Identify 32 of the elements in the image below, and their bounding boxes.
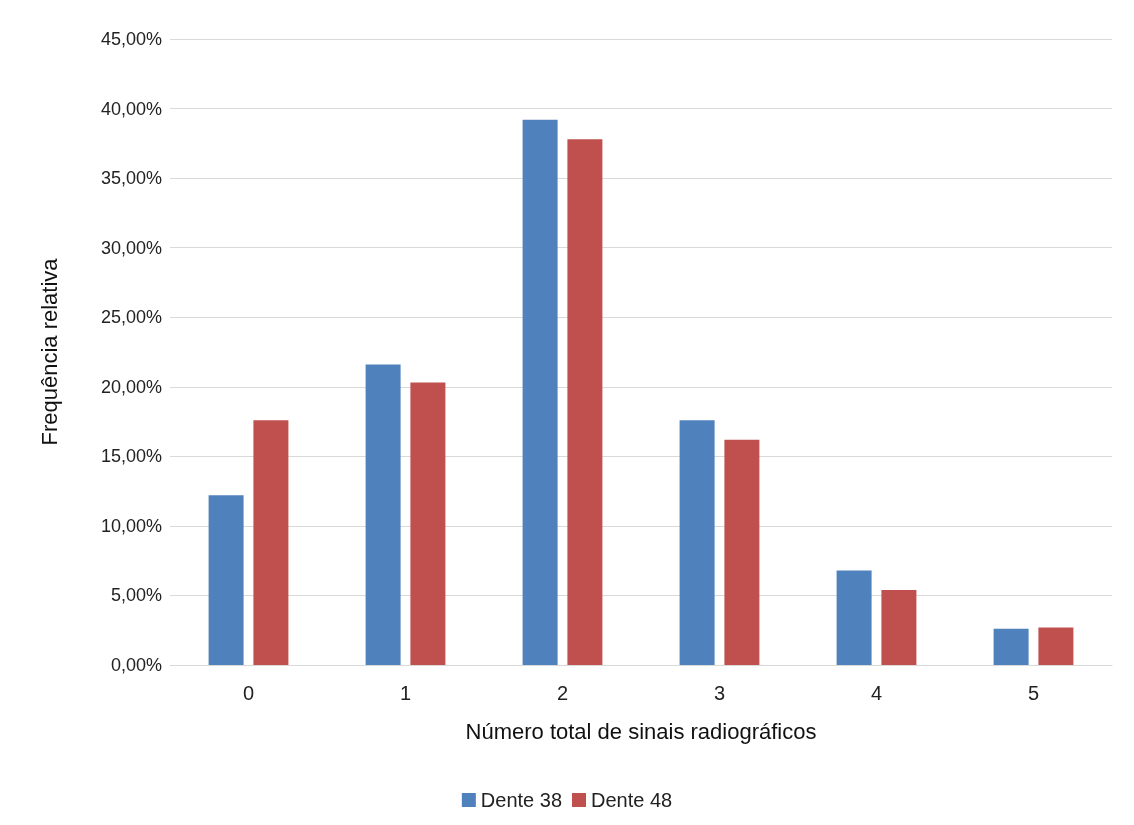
y-tick-label: 10,00% <box>100 515 162 536</box>
bar <box>724 439 760 665</box>
bar <box>567 139 603 665</box>
bar <box>253 420 289 665</box>
x-tick-label: 1 <box>399 682 412 704</box>
bar <box>365 364 401 665</box>
bar <box>836 570 872 665</box>
y-tick-label: 5,00% <box>110 585 162 606</box>
legend-label: Dente 48 <box>591 789 673 811</box>
y-tick-label: 45,00% <box>100 29 162 49</box>
bar <box>208 495 244 665</box>
x-tick-label: 4 <box>870 682 883 704</box>
x-tick-label: 0 <box>242 682 255 704</box>
bar <box>881 589 917 665</box>
y-tick-label: 15,00% <box>100 446 162 467</box>
y-tick-label: 0,00% <box>110 655 162 675</box>
y-tick-label: 40,00% <box>100 98 162 119</box>
y-axis-title: Frequência relativa <box>36 257 62 446</box>
x-tick-label: 2 <box>556 682 569 704</box>
bar <box>679 420 715 665</box>
bar <box>410 382 446 665</box>
legend-label: Dente 38 <box>480 789 562 811</box>
bar <box>522 119 558 665</box>
y-tick-label: 30,00% <box>100 237 162 258</box>
bar <box>993 628 1029 665</box>
y-tick-label: 20,00% <box>100 376 162 397</box>
bar <box>1038 627 1074 665</box>
x-tick-label: 5 <box>1027 682 1040 704</box>
y-tick-label: 35,00% <box>100 168 162 189</box>
x-axis-title: Número total de sinais radiográficos <box>465 718 817 744</box>
x-tick-label: 3 <box>713 682 726 704</box>
y-tick-label: 25,00% <box>100 307 162 328</box>
